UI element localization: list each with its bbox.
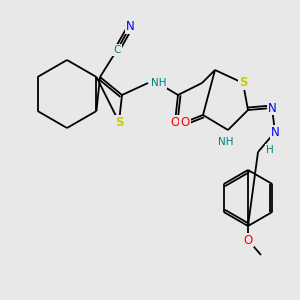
Text: NH: NH xyxy=(218,137,234,147)
Text: N: N xyxy=(126,20,134,34)
Text: O: O xyxy=(243,233,253,247)
Text: NH: NH xyxy=(151,78,167,88)
Text: S: S xyxy=(239,76,247,89)
Text: S: S xyxy=(115,116,123,128)
Text: O: O xyxy=(170,116,180,128)
Text: O: O xyxy=(180,116,190,128)
Text: C: C xyxy=(113,45,121,55)
Text: N: N xyxy=(271,125,279,139)
Text: H: H xyxy=(266,145,274,155)
Text: N: N xyxy=(268,101,276,115)
